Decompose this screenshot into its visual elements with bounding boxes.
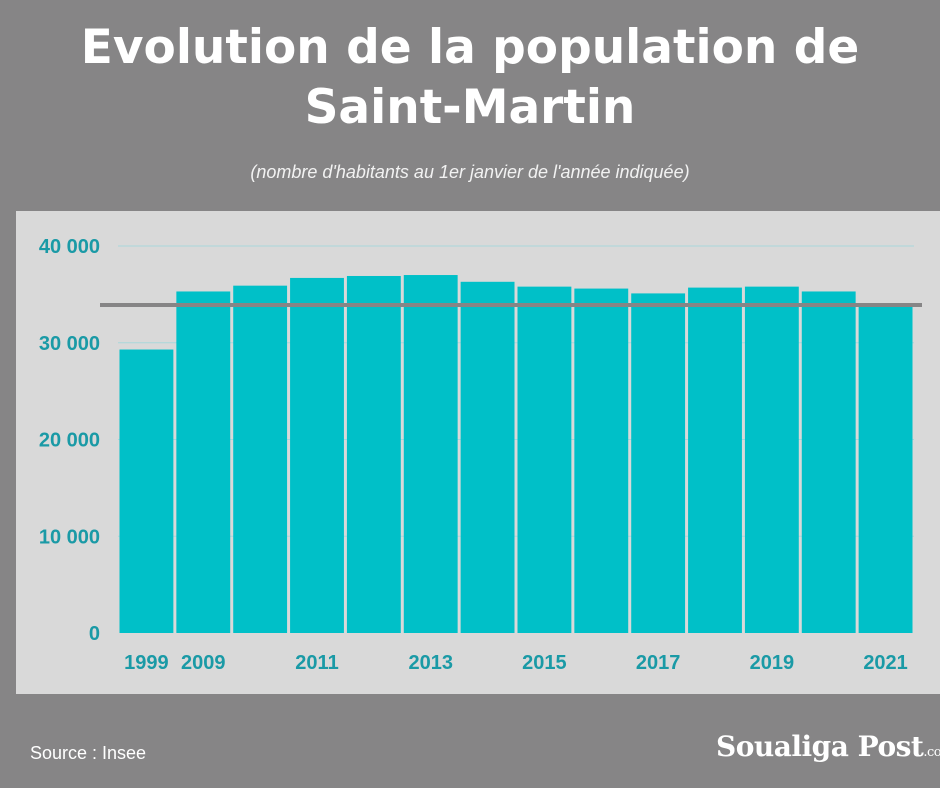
chart-subtitle: (nombre d'habitants au 1er janvier de l'… xyxy=(250,162,690,182)
publisher-logo: Soualiga Post.com xyxy=(716,730,940,763)
y-tick-label: 30 000 xyxy=(39,333,100,355)
x-tick-label: 2021 xyxy=(863,652,908,674)
bar xyxy=(688,287,742,633)
bar-chart: 0 10 000 20 000 30 000 40 000 1999 2009 2011 201… xyxy=(39,236,922,674)
x-tick-label: 2011 xyxy=(295,652,338,674)
bar xyxy=(403,275,458,633)
bar xyxy=(517,286,572,633)
chart-panel: 0 10 000 20 000 30 000 40 000 1999 2009 2011 201… xyxy=(16,211,940,694)
bar xyxy=(574,288,629,633)
x-tick-label: 2013 xyxy=(408,652,453,674)
chart-title-line-1: Evolution de la population de Saint-Mart… xyxy=(80,20,860,135)
bar xyxy=(631,293,686,633)
bar xyxy=(233,285,288,633)
x-tick-label: 2009 xyxy=(181,652,226,674)
logo-text: Soualiga Post xyxy=(716,730,924,763)
bar xyxy=(346,275,401,633)
bar xyxy=(119,349,174,633)
x-tick-label: 2017 xyxy=(636,652,681,674)
x-tick-label: 1999 xyxy=(124,652,169,674)
bar xyxy=(858,305,913,633)
bar xyxy=(801,291,856,633)
bar xyxy=(744,286,799,633)
y-tick-label: 0 xyxy=(89,623,100,645)
y-tick-label: 10 000 xyxy=(39,526,100,548)
chart-title: Evolution de la population de Saint-Mart… xyxy=(0,18,940,138)
bar xyxy=(290,277,344,633)
y-tick-label: 20 000 xyxy=(39,430,100,452)
bar xyxy=(460,281,515,633)
bar xyxy=(176,291,231,633)
source-note: Source : Insee xyxy=(30,743,147,763)
logo-suffix: .com xyxy=(923,745,940,760)
x-tick-label: 2015 xyxy=(522,652,567,674)
x-tick-label: 2019 xyxy=(750,652,795,674)
y-tick-label: 40 000 xyxy=(39,236,100,258)
